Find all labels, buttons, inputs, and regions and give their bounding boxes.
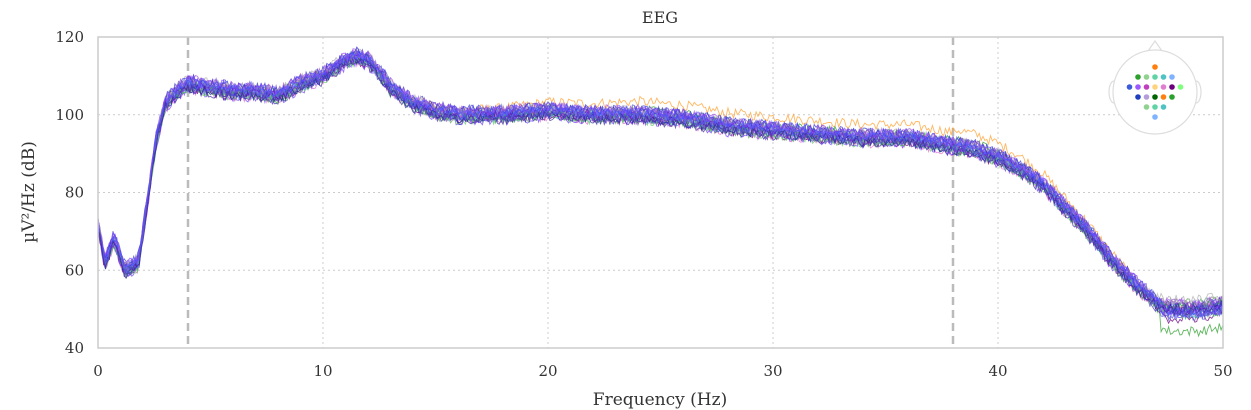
- channel-psd-line: [97, 58, 1224, 317]
- y-axis-label: µV²/Hz (dB): [19, 141, 39, 243]
- sensor-dot: [1143, 104, 1150, 110]
- x-tick-label: 0: [93, 362, 103, 380]
- y-tick-label: 100: [55, 106, 84, 124]
- plot-frame: [97, 36, 1224, 349]
- sensor-dot: [1169, 94, 1175, 100]
- head-outline: [1112, 49, 1198, 135]
- x-tick-label: 40: [988, 362, 1007, 380]
- sensor-dot: [1143, 74, 1150, 80]
- sensor-dot: [1143, 84, 1150, 90]
- y-tick-label: 40: [65, 339, 84, 357]
- y-ticks: 40 60 80 100 120: [55, 28, 84, 357]
- sensor-dot: [1135, 94, 1141, 100]
- sensor-dot: [1160, 84, 1167, 90]
- sensor-dot: [1143, 94, 1150, 100]
- channel-psd-line: [97, 50, 1224, 316]
- x-tick-label: 10: [313, 362, 332, 380]
- sensor-dot: [1152, 104, 1158, 110]
- channel-psd-line: [97, 55, 1224, 322]
- sensor-dot: [1152, 114, 1158, 120]
- sensor-dot: [1152, 84, 1158, 90]
- sensor-dot: [1135, 84, 1141, 90]
- y-tick-label: 80: [65, 184, 84, 202]
- sensor-dot: [1169, 74, 1175, 80]
- sensor-dot: [1169, 84, 1175, 90]
- sensor-dot: [1152, 94, 1158, 100]
- x-tick-label: 20: [538, 362, 557, 380]
- y-tick-label: 120: [55, 28, 84, 46]
- series-lines: [97, 46, 1224, 338]
- sensor-dot: [1160, 94, 1167, 100]
- sensor-dot: [1135, 74, 1141, 80]
- x-axis-label: Frequency (Hz): [593, 390, 727, 410]
- x-ticks: 0 10 20 30 40 50: [93, 362, 1232, 380]
- sensor-dot: [1177, 84, 1184, 90]
- sensor-layout-legend: [1108, 39, 1202, 135]
- y-tick-label: 60: [65, 261, 84, 279]
- sensor-dot: [1152, 74, 1158, 80]
- sensor-dot: [1160, 74, 1167, 80]
- channel-psd-line: [97, 53, 1224, 316]
- sensor-dot: [1126, 84, 1133, 90]
- head-nose: [1147, 39, 1163, 52]
- x-tick-label: 50: [1213, 362, 1232, 380]
- x-tick-label: 30: [763, 362, 782, 380]
- chart-title: EEG: [642, 8, 678, 27]
- sensor-dot: [1160, 104, 1167, 110]
- sensor-dot: [1152, 64, 1158, 70]
